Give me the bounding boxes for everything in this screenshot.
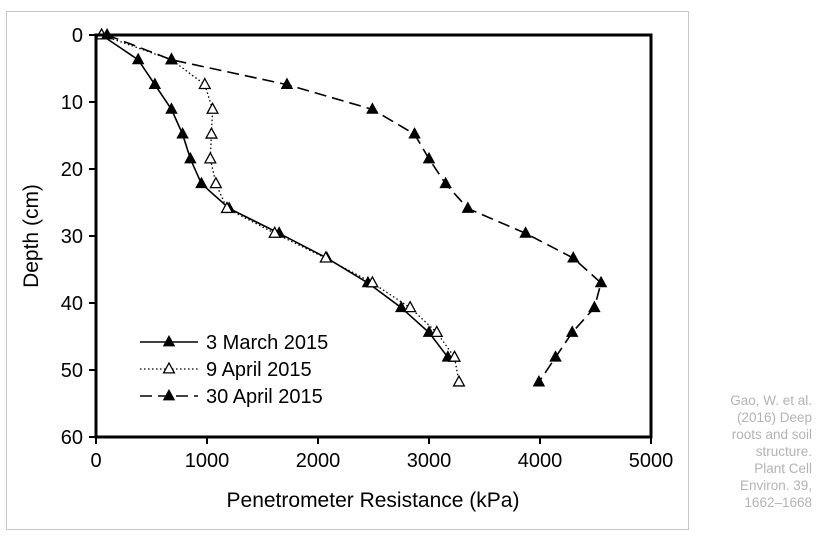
- x-tick-label: 1000: [185, 450, 230, 472]
- series-group: [95, 27, 466, 387]
- y-tick-label: 20: [61, 159, 83, 181]
- legend-item: 3 March 2015: [140, 332, 328, 354]
- x-tick-label: 2000: [296, 450, 341, 472]
- data-point: [209, 176, 223, 189]
- data-point: [366, 102, 379, 114]
- y-axis-label: Depth (cm): [20, 184, 43, 288]
- data-point: [280, 77, 294, 89]
- y-tick-label: 50: [61, 360, 83, 382]
- citation-line: 1662–1668: [744, 495, 812, 510]
- legend-label: 30 April 2015: [206, 386, 323, 408]
- x-tick-label: 5000: [629, 450, 674, 472]
- x-tick-label: 4000: [518, 450, 563, 472]
- figure-frame: [6, 11, 689, 530]
- data-point: [206, 102, 220, 114]
- citation-line: Plant Cell: [754, 461, 812, 476]
- legend-marker: [162, 334, 176, 347]
- data-point: [408, 127, 421, 139]
- data-point: [131, 52, 145, 65]
- citation-line: structure.: [755, 444, 812, 459]
- data-point: [439, 176, 452, 189]
- data-point: [430, 325, 444, 338]
- data-point: [549, 350, 562, 362]
- citation-line: (2016) Deep: [736, 410, 812, 425]
- data-point: [588, 300, 601, 313]
- data-point: [268, 225, 282, 238]
- data-point: [198, 77, 212, 90]
- y-tick-label: 0: [72, 25, 83, 47]
- data-point: [565, 325, 579, 337]
- legend-marker: [162, 388, 176, 401]
- legend-item: 30 April 2015: [140, 386, 323, 408]
- data-point: [422, 325, 436, 337]
- data-point: [176, 127, 189, 139]
- y-tick-label: 30: [61, 226, 83, 248]
- data-point: [165, 102, 178, 114]
- data-point: [165, 52, 178, 65]
- x-tick-label: 3000: [407, 450, 452, 472]
- chart-axes: 0 1000 2000 3000 4000 5000 0 10 20 30 40 50 60: [61, 25, 674, 472]
- data-point: [395, 300, 408, 313]
- data-point: [319, 250, 333, 263]
- chart-legend: 3 March 2015 9 April 2015 30 April 2015: [140, 332, 328, 408]
- data-point: [461, 201, 475, 213]
- data-point: [422, 151, 436, 164]
- data-point: [148, 77, 162, 89]
- data-point: [403, 300, 417, 313]
- legend-label: 9 April 2015: [206, 359, 312, 381]
- data-point: [519, 226, 532, 238]
- data-point: [448, 349, 462, 362]
- series-group: [100, 27, 608, 387]
- data-point: [452, 374, 466, 387]
- citation-line: roots and soil: [731, 427, 812, 442]
- legend-label: 3 March 2015: [206, 332, 328, 354]
- legend-item: 9 April 2015: [140, 359, 312, 381]
- series-line: [106, 34, 602, 383]
- series-line: [101, 34, 460, 383]
- citation-line: Environ. 39,: [739, 478, 812, 493]
- data-point: [204, 126, 218, 139]
- x-tick-label: 0: [90, 450, 101, 472]
- data-point: [203, 151, 217, 164]
- y-tick-label: 10: [61, 92, 83, 114]
- plot-area-border: [94, 33, 653, 439]
- x-axis-label: Penetrometer Resistance (kPa): [227, 489, 520, 512]
- citation-note: Gao, W. et al. (2016) Deep roots and soi…: [694, 392, 812, 511]
- data-point: [594, 275, 608, 288]
- data-point: [532, 375, 546, 387]
- y-tick-label: 40: [61, 293, 83, 315]
- y-tick-label: 60: [61, 427, 83, 449]
- data-point: [567, 251, 580, 263]
- data-point: [184, 151, 197, 164]
- legend-marker: [162, 361, 176, 374]
- citation-line: Gao, W. et al.: [730, 393, 812, 408]
- data-point: [365, 275, 379, 288]
- series-group: [95, 27, 455, 362]
- data-point: [195, 176, 208, 189]
- data-point: [220, 201, 234, 214]
- chart-marks: [95, 27, 608, 387]
